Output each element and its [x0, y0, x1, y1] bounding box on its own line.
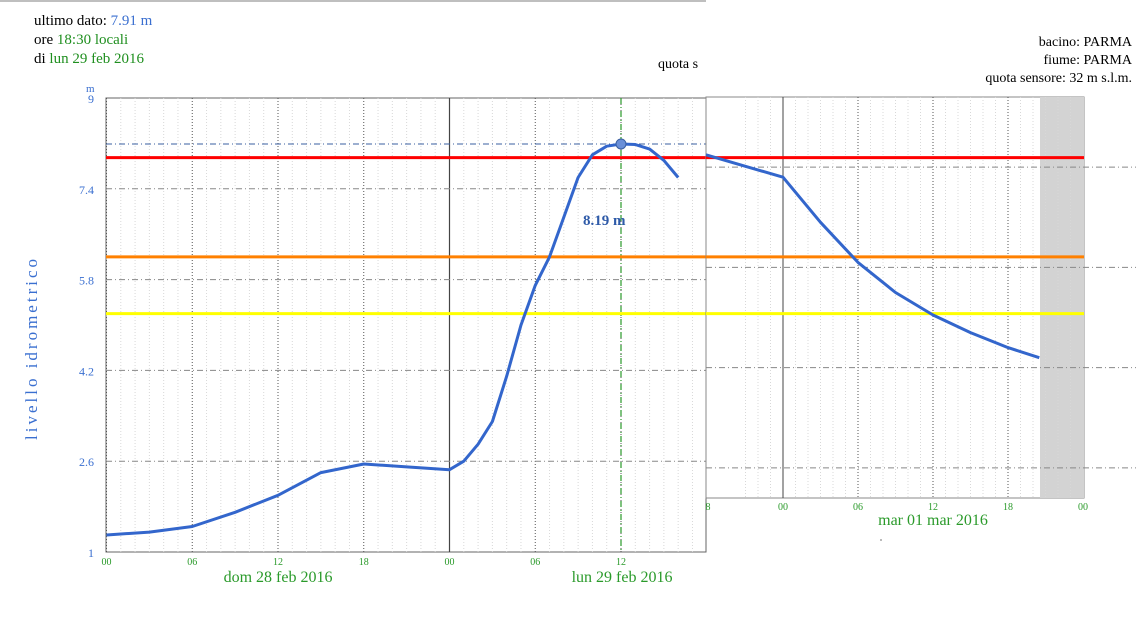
- x-tick-label: 06: [530, 557, 540, 568]
- x-tick-label: 18: [1003, 502, 1013, 513]
- y-tick-label: 7.4: [79, 183, 94, 197]
- y-tick-label: 2.6: [79, 455, 94, 469]
- x-tick-label: 8: [706, 502, 711, 513]
- x-tick-label: 00: [778, 502, 788, 513]
- date-label: dom 28 feb 2016: [224, 569, 333, 586]
- time-line: ore 18:30 locali: [34, 31, 152, 50]
- x-tick-label: 12: [273, 557, 283, 568]
- y-tick-label: 4.2: [79, 364, 94, 378]
- x-tick-label: 00: [445, 557, 455, 568]
- time-prefix: ore: [34, 32, 54, 48]
- panel1-frame: [105, 97, 707, 553]
- x-tick-label: 00: [1078, 502, 1088, 513]
- time-value: 18:30 locali: [56, 32, 129, 48]
- last-value: 7.91 m: [110, 13, 153, 29]
- x-tick-label: 00: [102, 557, 112, 568]
- top-rule: [0, 0, 706, 2]
- station-info: bacino: PARMA fiume: PARMA quota sensore…: [985, 34, 1132, 88]
- date-value: lun 29 feb 2016: [49, 51, 144, 67]
- x-tick-label: 12: [928, 502, 938, 513]
- y-unit-label: m: [86, 83, 95, 95]
- date-label: mar 01 mar 2016: [878, 512, 988, 529]
- peak-value-label: 8.19 m: [583, 213, 626, 229]
- x-tick-label: 12: [616, 557, 626, 568]
- x-tick-label: 06: [187, 557, 197, 568]
- stray-dot: [880, 539, 882, 541]
- series-line: [705, 153, 1040, 360]
- peak-marker: [615, 138, 627, 150]
- x-tick-label: 18: [359, 557, 369, 568]
- y-tick-label: 9: [88, 92, 94, 106]
- last-value-line: ultimo dato: 7.91 m: [34, 12, 152, 31]
- latest-reading-info: ultimo dato: 7.91 m ore 18:30 locali di …: [34, 12, 152, 69]
- last-label: ultimo dato:: [34, 13, 107, 29]
- truncated-quota-label: quota s: [658, 57, 699, 72]
- y-tick-label: 1: [88, 546, 94, 560]
- x-tick-label: 06: [853, 502, 863, 513]
- future-shade: [1040, 97, 1084, 498]
- sensor-elevation-label: quota sensore: 32 m s.l.m.: [985, 71, 1132, 86]
- basin-label: bacino: PARMA: [1038, 35, 1132, 50]
- y-tick-label: 5.8: [79, 274, 94, 288]
- date-label: lun 29 feb 2016: [572, 569, 673, 586]
- date-prefix: di: [34, 51, 46, 67]
- date-line: di lun 29 feb 2016: [34, 50, 152, 69]
- river-label: fiume: PARMA: [1043, 53, 1132, 68]
